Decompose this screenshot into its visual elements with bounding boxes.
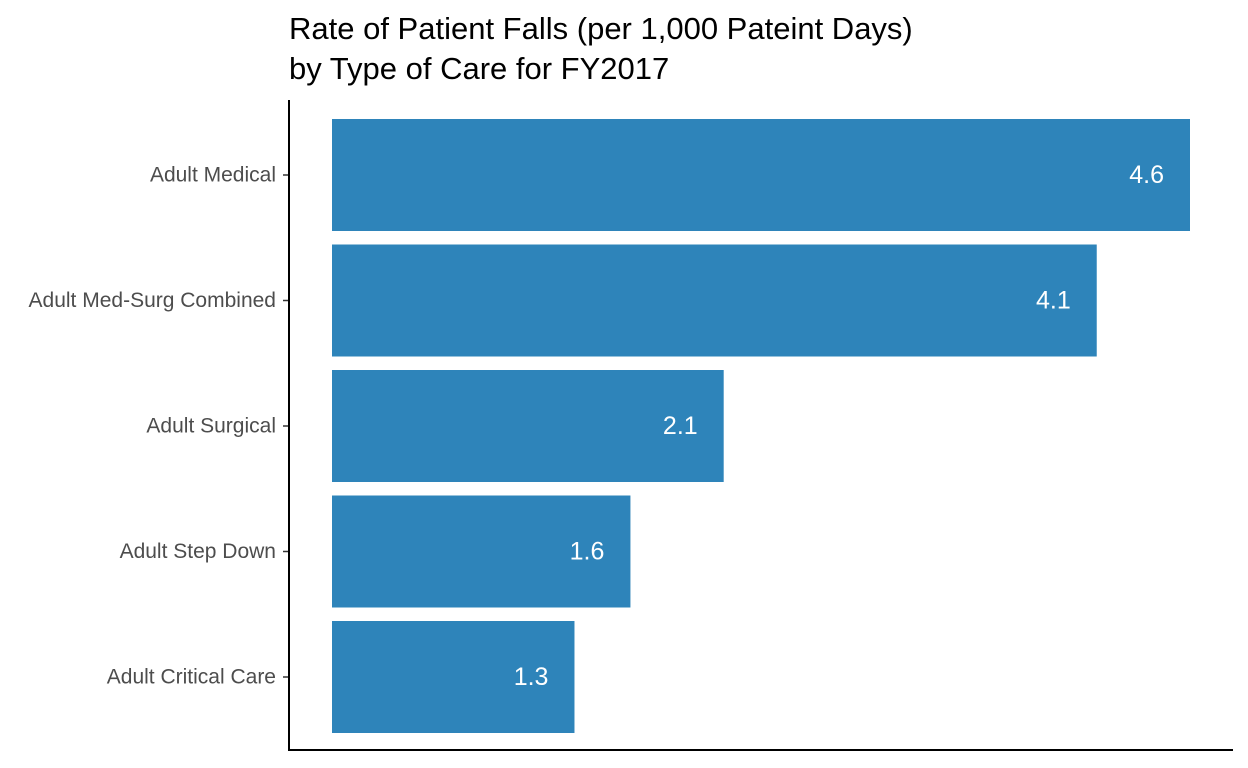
bar-value-label: 1.3 (514, 663, 549, 691)
bar-value-label: 4.6 (1129, 161, 1164, 189)
y-axis-tick-label: Adult Step Down (120, 540, 276, 563)
bar (332, 370, 724, 482)
y-axis-ticks-group: Adult Medical Adult Med-Surg Combined Adul… (29, 164, 289, 689)
y-axis-tick-label: Adult Critical Care (107, 666, 276, 689)
chart-title-line-2: by Type of Care for FY2017 (289, 51, 670, 86)
data-labels-group: 4.6 4.1 2.1 1.6 1.3 (514, 161, 1164, 691)
bar-value-label: 1.6 (570, 538, 605, 566)
y-axis-tick-label: Adult Medical (150, 164, 276, 187)
bars-group (332, 119, 1190, 733)
y-axis-tick-label: Adult Surgical (146, 415, 276, 438)
chart-title-line-1: Rate of Patient Falls (per 1,000 Pateint… (289, 11, 913, 46)
bar (332, 244, 1097, 357)
bar (332, 119, 1190, 231)
bar (332, 495, 631, 608)
y-axis-tick-label: Adult Med-Surg Combined (29, 289, 276, 312)
bar-value-label: 2.1 (663, 412, 698, 440)
bar (332, 621, 575, 733)
bar-value-label: 4.1 (1036, 287, 1071, 315)
